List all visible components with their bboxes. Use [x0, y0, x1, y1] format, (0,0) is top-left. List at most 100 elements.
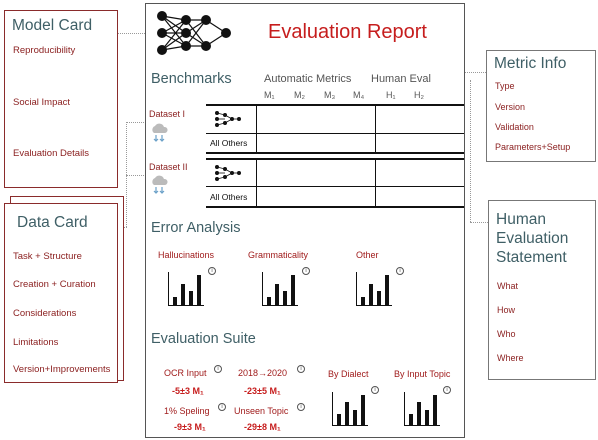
- dataset-label: Dataset I: [149, 109, 186, 119]
- cloud-data-icon: [152, 175, 168, 194]
- col-header: M₁: [264, 90, 275, 100]
- suite-metric-value: -5±3 M₁: [172, 386, 204, 396]
- connector-data-card-h2: [126, 175, 148, 176]
- mini-bar-chart: [356, 272, 392, 306]
- col-header: H₁: [386, 90, 396, 100]
- metric-info-item: Version: [495, 102, 526, 112]
- info-icon[interactable]: i: [297, 365, 305, 373]
- table-rule: [206, 152, 464, 154]
- connector-data-card: [126, 122, 127, 227]
- chart-bar: [197, 275, 201, 305]
- info-icon[interactable]: i: [443, 386, 451, 394]
- human-eval-item: How: [497, 305, 516, 315]
- suite-metric-value: -29±8 M₁: [244, 422, 281, 432]
- model-card-item: Reproducibility: [13, 45, 76, 56]
- info-icon[interactable]: i: [371, 386, 379, 394]
- chart-label: Other: [356, 250, 379, 260]
- evaluation-report: Evaluation Report Benchmarks Automatic M…: [145, 3, 465, 438]
- all-others-label: All Others: [210, 192, 248, 202]
- info-icon[interactable]: i: [214, 365, 222, 373]
- human-eval-title-line: Statement: [496, 249, 567, 266]
- mini-bar-chart: [168, 272, 204, 306]
- metric-info-item: Parameters+Setup: [495, 142, 571, 152]
- chart-bar: [385, 275, 389, 305]
- chart-bar: [433, 395, 437, 425]
- connector-human-eval-h: [470, 222, 490, 223]
- data-card-item: Considerations: [13, 308, 77, 319]
- model-card-title: Model Card: [12, 17, 93, 34]
- suite-metric-label: 2018→2020: [238, 368, 288, 378]
- col-header: M₂: [294, 90, 305, 100]
- chart-label: By Input Topic: [394, 369, 451, 379]
- info-icon[interactable]: i: [208, 267, 216, 275]
- suite-metric-label: OCR Input: [164, 368, 207, 378]
- suite-metric-label: Unseen Topic: [234, 406, 289, 416]
- chart-bar: [181, 284, 185, 305]
- metric-info-title: Metric Info: [494, 55, 567, 72]
- human-eval-label: Human Eval: [371, 73, 431, 85]
- model-card: Model Card Reproducibility Social Impact…: [4, 10, 118, 188]
- data-card-title: Data Card: [17, 214, 88, 231]
- chart-label: Grammaticality: [248, 250, 309, 260]
- all-others-label: All Others: [210, 138, 248, 148]
- chart-bar: [283, 291, 287, 305]
- chart-bar: [173, 297, 177, 305]
- chart-bar: [275, 284, 279, 305]
- benchmarks-title: Benchmarks: [151, 71, 232, 87]
- model-card-item: Social Impact: [13, 97, 71, 108]
- cloud-data-icon: [152, 123, 168, 142]
- chart-bar: [417, 402, 421, 425]
- chart-bar: [189, 291, 193, 305]
- neural-network-icon: [157, 11, 231, 55]
- model-icon: [215, 111, 241, 127]
- evaluation-suite-title: Evaluation Suite: [151, 331, 256, 347]
- data-card-item: Limitations: [13, 337, 59, 348]
- suite-metric-value: -9±3 M₁: [174, 422, 206, 432]
- table-rule: [206, 104, 464, 106]
- info-icon[interactable]: i: [396, 267, 404, 275]
- data-card: Data Card Task + Structure Creation + Cu…: [4, 203, 118, 383]
- error-analysis-title: Error Analysis: [151, 220, 241, 236]
- chart-bar: [267, 297, 271, 305]
- chart-bar: [291, 275, 295, 305]
- chart-bar: [409, 414, 413, 425]
- connector-data-card-h1: [126, 122, 148, 123]
- model-card-item: Evaluation Details: [13, 148, 90, 159]
- col-header: M₄: [353, 90, 365, 100]
- mini-bar-chart: [262, 272, 298, 306]
- connector-data-card-h3: [122, 227, 127, 228]
- metric-info-card: Metric Info Type Version Validation Para…: [486, 50, 596, 162]
- table-divider: [256, 158, 257, 208]
- dataset-label: Dataset II: [149, 162, 188, 172]
- human-eval-item: What: [497, 281, 519, 291]
- chart-bar: [377, 291, 381, 305]
- suite-metric-label: 1% Speling: [164, 406, 210, 416]
- mini-bar-chart: [404, 392, 440, 426]
- chart-label: Hallucinations: [158, 250, 215, 260]
- chart-bar: [353, 410, 357, 425]
- table-rule: [206, 206, 464, 208]
- chart-bar: [361, 297, 365, 305]
- suite-metric-value: -23±5 M₁: [244, 386, 281, 396]
- chart-bar: [369, 284, 373, 305]
- report-title: Evaluation Report: [268, 21, 427, 43]
- info-icon[interactable]: i: [297, 403, 305, 411]
- chart-label: By Dialect: [328, 369, 369, 379]
- connector-human-eval-v: [470, 80, 471, 222]
- data-card-item: Creation + Curation: [13, 279, 96, 290]
- info-icon[interactable]: i: [218, 403, 226, 411]
- human-eval-title-line: Evaluation: [496, 230, 569, 247]
- chart-bar: [345, 402, 349, 425]
- col-header: H₂: [414, 90, 424, 100]
- table-rule: [206, 133, 464, 134]
- data-card-item: Task + Structure: [13, 251, 82, 262]
- info-icon[interactable]: i: [302, 267, 310, 275]
- chart-bar: [337, 414, 341, 425]
- automatic-metrics-label: Automatic Metrics: [264, 73, 352, 85]
- table-divider: [375, 104, 376, 154]
- table-rule: [206, 158, 464, 160]
- human-eval-item: Who: [497, 329, 516, 339]
- chart-bar: [425, 410, 429, 425]
- human-eval-item: Where: [497, 353, 524, 363]
- chart-bar: [361, 395, 365, 425]
